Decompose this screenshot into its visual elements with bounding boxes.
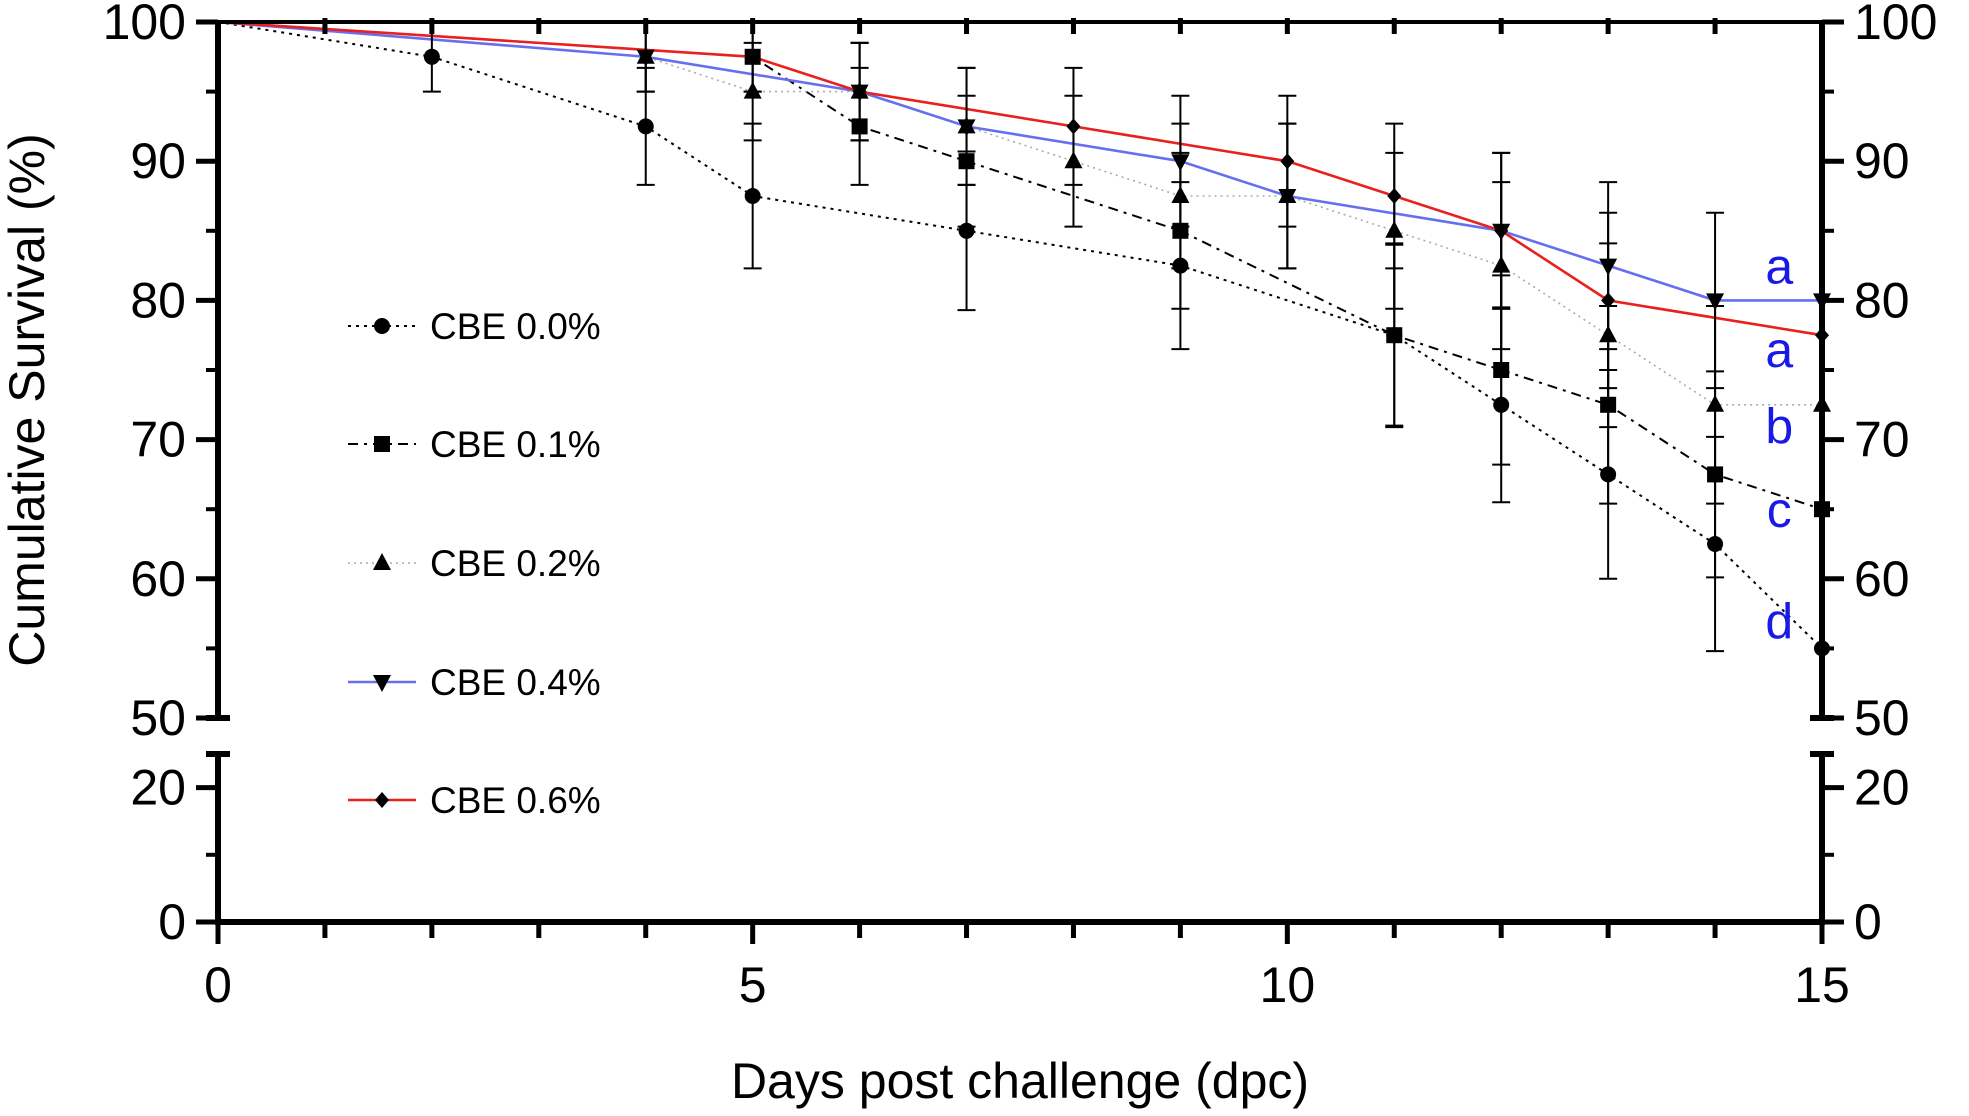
legend-marker-cbe-0-4- <box>373 675 391 692</box>
significance-letter: c <box>1767 482 1792 538</box>
significance-letter: d <box>1765 594 1793 650</box>
data-point-cbe-0-0- <box>637 118 654 135</box>
x-tick-label: 0 <box>204 957 232 1013</box>
data-point-cbe-0-0- <box>423 48 440 65</box>
data-point-cbe-0-1- <box>1707 466 1724 483</box>
legend-label-cbe-0-1-: CBE 0.1% <box>430 424 601 465</box>
data-point-cbe-0-6- <box>852 83 867 100</box>
axis-ticks: 0 5 10 15 100 90 80 70 60 50 20 0 100 90 80 70 60 50 20 0 <box>103 0 1938 1013</box>
y-tick-label-left: 50 <box>130 690 186 746</box>
y-tick-label-left: 0 <box>158 894 186 950</box>
legend-label-cbe-0-4-: CBE 0.4% <box>430 662 601 703</box>
y-tick-label-right: 0 <box>1854 894 1882 950</box>
data-point-cbe-0-0- <box>958 222 975 239</box>
y-tick-label-right: 50 <box>1854 690 1910 746</box>
data-point-cbe-0-2- <box>1385 220 1404 238</box>
data-point-cbe-0-4- <box>1171 154 1190 172</box>
data-point-cbe-0-6- <box>745 48 760 65</box>
error-bars <box>422 21 1725 653</box>
legend-marker-cbe-0-0- <box>374 318 390 334</box>
series-markers <box>423 46 1831 657</box>
data-point-cbe-0-6- <box>1601 292 1616 309</box>
y-tick-label-left: 70 <box>130 412 186 468</box>
significance-letter: a <box>1765 239 1793 295</box>
legend-label-cbe-0-6-: CBE 0.6% <box>430 780 601 821</box>
data-point-cbe-0-4- <box>1706 293 1725 311</box>
y-tick-label-left: 90 <box>130 133 186 189</box>
x-tick-label: 15 <box>1794 957 1850 1013</box>
y-tick-label-left: 80 <box>130 272 186 328</box>
x-tick-label: 10 <box>1260 957 1316 1013</box>
significance-letter: b <box>1765 399 1793 455</box>
data-point-cbe-0-0- <box>1172 257 1189 274</box>
data-point-cbe-0-6- <box>1280 153 1295 170</box>
data-point-cbe-0-1- <box>1172 222 1189 239</box>
data-point-cbe-0-6- <box>1494 222 1509 239</box>
x-axis-title: Days post challenge (dpc) <box>731 1053 1309 1109</box>
y-axis-title: Cumulative Survival (%) <box>0 133 55 666</box>
legend-marker-cbe-0-2- <box>373 553 391 570</box>
y-tick-label-right: 90 <box>1854 133 1910 189</box>
legend-marker-cbe-0-1- <box>374 436 390 452</box>
data-point-cbe-0-4- <box>1599 258 1618 276</box>
y-tick-label-right: 80 <box>1854 272 1910 328</box>
data-point-cbe-0-0- <box>1707 536 1724 552</box>
y-tick-label-right: 70 <box>1854 412 1910 468</box>
y-tick-label-right: 60 <box>1854 551 1910 607</box>
data-point-cbe-0-2- <box>1599 325 1618 343</box>
data-point-cbe-0-0- <box>1493 396 1510 413</box>
series-line-cbe-0-2- <box>217 21 1822 406</box>
significance-letter: a <box>1765 322 1793 378</box>
data-point-cbe-0-2- <box>1064 151 1083 169</box>
series-line-cbe-0-1- <box>217 21 1823 511</box>
y-tick-label-right: 20 <box>1854 760 1910 816</box>
data-point-cbe-0-1- <box>1493 362 1510 378</box>
data-point-cbe-0-1- <box>1386 327 1403 344</box>
data-point-cbe-0-4- <box>636 49 655 67</box>
y-tick-label-left: 100 <box>103 0 186 50</box>
data-point-cbe-0-2- <box>1492 255 1511 273</box>
data-point-cbe-0-2- <box>743 81 762 99</box>
legend: CBE 0.0% CBE 0.1% CBE 0.2% CBE 0.4% CBE 0.6% <box>348 306 601 821</box>
legend-label-cbe-0-0-: CBE 0.0% <box>430 306 601 347</box>
data-point-cbe-0-2- <box>1171 186 1190 203</box>
legend-label-cbe-0-2-: CBE 0.2% <box>430 543 601 584</box>
y-tick-label-left: 20 <box>130 760 186 816</box>
data-point-cbe-0-1- <box>1600 396 1617 413</box>
data-point-cbe-0-6- <box>1387 188 1402 204</box>
data-point-cbe-0-2- <box>1706 394 1725 412</box>
data-point-cbe-0-1- <box>958 153 975 170</box>
data-point-cbe-0-1- <box>851 118 868 135</box>
data-point-cbe-0-4- <box>957 119 976 137</box>
data-point-cbe-0-6- <box>1066 118 1081 135</box>
y-tick-label-right: 100 <box>1854 0 1937 50</box>
data-point-cbe-0-0- <box>1600 466 1617 483</box>
data-point-cbe-0-4- <box>1278 189 1297 206</box>
x-tick-label: 5 <box>739 957 767 1013</box>
legend-marker-cbe-0-6- <box>375 792 389 808</box>
series-line-cbe-0-4- <box>217 20 1822 302</box>
data-point-cbe-0-0- <box>744 188 761 204</box>
y-tick-label-left: 60 <box>130 551 186 607</box>
